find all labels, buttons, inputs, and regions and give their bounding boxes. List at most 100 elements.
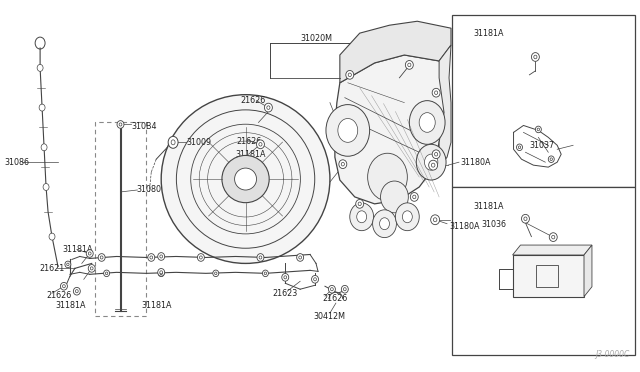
Ellipse shape <box>432 150 440 158</box>
Ellipse shape <box>548 156 554 163</box>
Ellipse shape <box>235 168 257 190</box>
Ellipse shape <box>550 158 552 161</box>
Bar <box>513 255 584 296</box>
Ellipse shape <box>431 215 440 225</box>
Ellipse shape <box>106 272 108 275</box>
Ellipse shape <box>150 256 153 259</box>
Ellipse shape <box>257 254 264 261</box>
Ellipse shape <box>284 276 287 279</box>
Ellipse shape <box>435 91 438 94</box>
Ellipse shape <box>531 52 540 61</box>
Text: 21626: 21626 <box>46 291 71 300</box>
Ellipse shape <box>65 261 71 268</box>
Text: 21626: 21626 <box>241 96 266 105</box>
Ellipse shape <box>74 288 80 295</box>
Polygon shape <box>335 55 447 204</box>
Ellipse shape <box>67 263 69 266</box>
Ellipse shape <box>117 121 124 128</box>
Ellipse shape <box>381 181 408 213</box>
Ellipse shape <box>39 104 45 111</box>
Polygon shape <box>584 245 592 296</box>
Ellipse shape <box>213 270 219 277</box>
Ellipse shape <box>161 95 330 263</box>
Ellipse shape <box>98 254 105 261</box>
Ellipse shape <box>197 254 204 261</box>
Ellipse shape <box>536 126 541 133</box>
Ellipse shape <box>37 64 43 71</box>
Text: 31080: 31080 <box>136 186 161 195</box>
Polygon shape <box>439 45 451 167</box>
Ellipse shape <box>157 269 164 276</box>
Text: 31180A: 31180A <box>460 158 490 167</box>
Ellipse shape <box>267 106 270 109</box>
Ellipse shape <box>88 264 95 272</box>
Ellipse shape <box>341 162 344 166</box>
Ellipse shape <box>534 55 537 59</box>
Text: 30412M: 30412M <box>313 311 345 321</box>
Ellipse shape <box>60 282 67 290</box>
Ellipse shape <box>312 276 319 283</box>
Text: 31020M: 31020M <box>300 33 332 43</box>
Ellipse shape <box>160 271 163 274</box>
Ellipse shape <box>413 195 416 199</box>
Ellipse shape <box>100 256 103 259</box>
Ellipse shape <box>410 193 419 201</box>
Ellipse shape <box>537 128 540 131</box>
Text: 31086: 31086 <box>4 158 29 167</box>
Ellipse shape <box>429 160 438 170</box>
Bar <box>452 187 635 355</box>
Ellipse shape <box>403 211 412 223</box>
Text: 31181A: 31181A <box>236 150 266 159</box>
Ellipse shape <box>88 252 91 255</box>
Text: 21626: 21626 <box>237 137 262 146</box>
Ellipse shape <box>148 254 155 261</box>
Ellipse shape <box>524 217 527 221</box>
Ellipse shape <box>158 270 164 277</box>
Ellipse shape <box>432 88 440 97</box>
Ellipse shape <box>372 210 396 238</box>
Ellipse shape <box>380 218 390 230</box>
Text: 21621: 21621 <box>39 264 65 273</box>
Ellipse shape <box>41 144 47 151</box>
Text: J3 0000C: J3 0000C <box>595 350 630 359</box>
Ellipse shape <box>367 153 407 201</box>
Ellipse shape <box>518 146 521 149</box>
Ellipse shape <box>516 144 522 151</box>
Ellipse shape <box>297 254 303 261</box>
Ellipse shape <box>157 253 164 260</box>
Ellipse shape <box>344 288 346 291</box>
Polygon shape <box>513 245 592 255</box>
Ellipse shape <box>433 218 437 222</box>
Polygon shape <box>340 21 451 83</box>
Ellipse shape <box>43 183 49 190</box>
Text: 31181A: 31181A <box>474 29 504 38</box>
Ellipse shape <box>86 250 93 257</box>
Text: 31181A: 31181A <box>62 245 92 254</box>
Ellipse shape <box>160 255 163 258</box>
Ellipse shape <box>358 202 362 206</box>
Ellipse shape <box>282 273 289 281</box>
Ellipse shape <box>200 256 202 259</box>
Ellipse shape <box>257 140 264 149</box>
Text: 310B4: 310B4 <box>131 122 157 131</box>
Ellipse shape <box>356 211 367 223</box>
Ellipse shape <box>549 233 557 241</box>
Ellipse shape <box>259 256 262 259</box>
Ellipse shape <box>431 163 435 167</box>
Ellipse shape <box>222 155 269 203</box>
Ellipse shape <box>346 70 354 79</box>
Ellipse shape <box>348 73 351 77</box>
Text: 31181A: 31181A <box>141 301 172 310</box>
Ellipse shape <box>264 103 273 112</box>
Text: 31009: 31009 <box>186 138 211 147</box>
Text: 31181A: 31181A <box>474 202 504 211</box>
Ellipse shape <box>410 101 445 144</box>
Text: 31036: 31036 <box>482 220 507 229</box>
Ellipse shape <box>435 153 438 156</box>
Ellipse shape <box>49 233 55 240</box>
Ellipse shape <box>160 272 163 275</box>
Text: 31037: 31037 <box>529 141 554 150</box>
Ellipse shape <box>104 270 109 277</box>
Bar <box>452 15 635 187</box>
Ellipse shape <box>416 144 446 180</box>
